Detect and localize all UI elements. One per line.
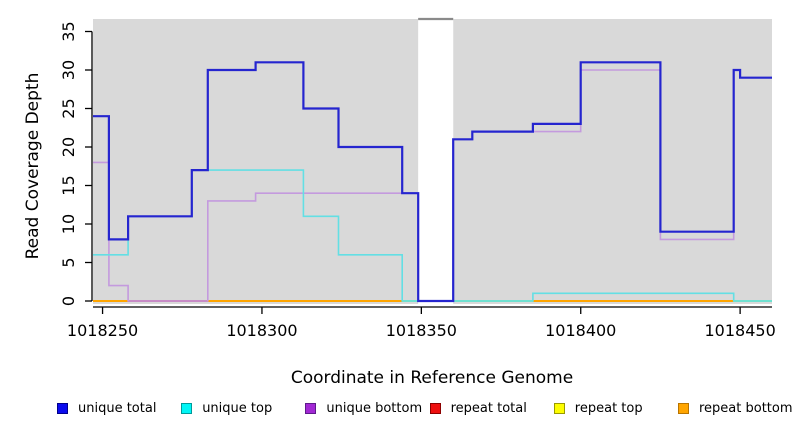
legend-swatch-unique-total bbox=[57, 402, 68, 414]
legend-item-repeat-total: repeat total bbox=[429, 398, 527, 418]
y-tick-label: 15 bbox=[59, 175, 78, 195]
x-tick-label: 1018350 bbox=[386, 321, 457, 340]
y-tick-label: 5 bbox=[59, 257, 78, 267]
y-tick-label: 0 bbox=[59, 296, 78, 306]
plot-background-right bbox=[453, 19, 772, 304]
legend-swatch-repeat-top bbox=[553, 402, 565, 414]
y-axis-title: Read Coverage Depth bbox=[23, 72, 43, 260]
y-tick-label: 20 bbox=[59, 137, 78, 157]
legend-swatch-repeat-total bbox=[429, 402, 441, 414]
legend-label: repeat bottom bbox=[699, 400, 792, 416]
legend-item-unique-bottom: unique bottom bbox=[305, 398, 422, 418]
y-tick-label: 35 bbox=[59, 21, 78, 41]
x-axis-title: Coordinate in Reference Genome bbox=[290, 368, 574, 388]
x-tick-label: 1018450 bbox=[704, 321, 775, 340]
legend-item-unique-total: unique total bbox=[57, 398, 156, 418]
legend-swatch-unique-top bbox=[181, 402, 193, 414]
legend-swatch-repeat-bottom bbox=[678, 402, 689, 414]
legend-item-unique-top: unique top bbox=[181, 398, 272, 418]
legend-label: repeat total bbox=[450, 400, 527, 416]
legend-label: repeat top bbox=[574, 400, 643, 416]
legend-item-repeat-bottom: repeat bottom bbox=[678, 398, 792, 418]
x-tick-label: 1018300 bbox=[226, 321, 297, 340]
legend-item-repeat-top: repeat top bbox=[553, 398, 643, 418]
legend: unique total unique top unique bottom repea… bbox=[0, 398, 792, 420]
legend-swatch-unique-bottom bbox=[305, 402, 317, 414]
legend-label: unique total bbox=[78, 400, 157, 416]
y-tick-label: 10 bbox=[59, 214, 78, 234]
y-tick-label: 30 bbox=[59, 60, 78, 80]
series-line-unique-total bbox=[93, 61, 772, 303]
x-tick-label: 1018250 bbox=[67, 321, 138, 340]
y-tick-label: 25 bbox=[59, 98, 78, 118]
x-tick-label: 1018400 bbox=[545, 321, 616, 340]
legend-label: unique top bbox=[202, 400, 273, 416]
legend-label: unique bottom bbox=[326, 400, 423, 416]
